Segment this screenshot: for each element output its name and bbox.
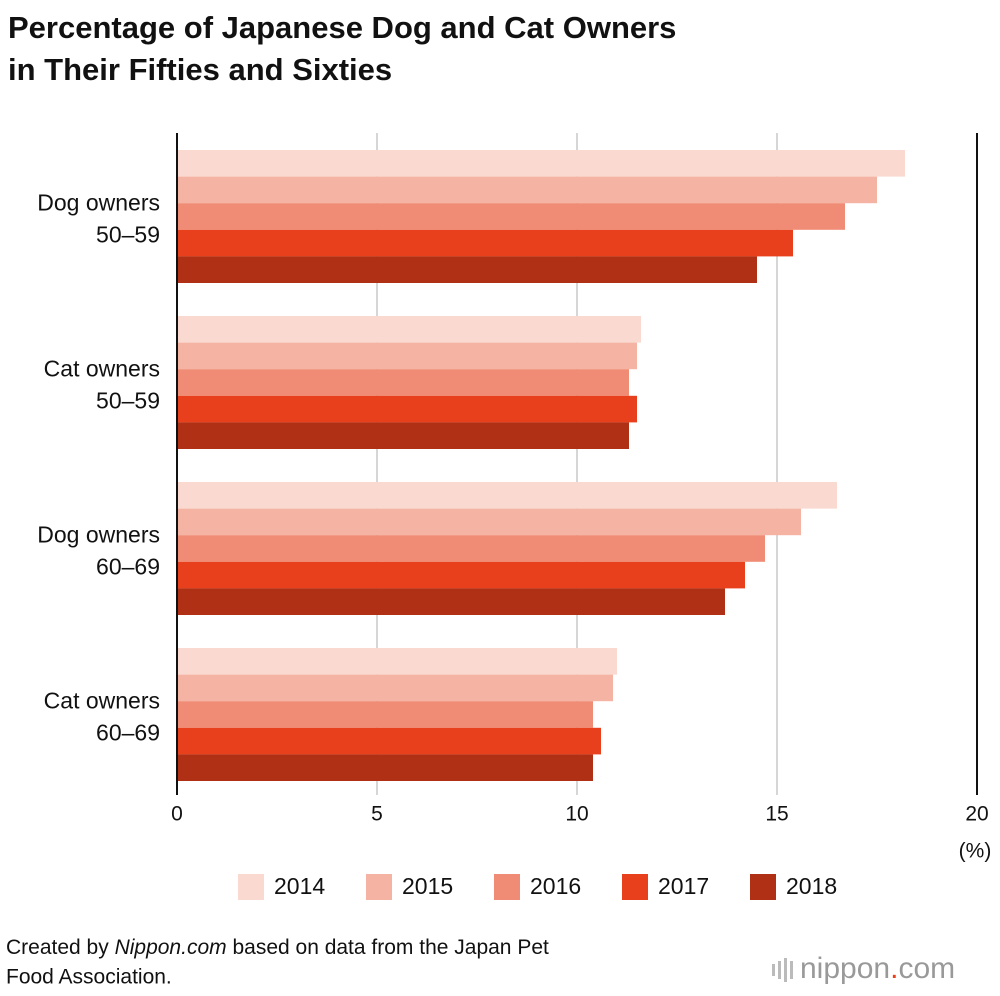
- logo: nippon.com: [772, 952, 955, 985]
- legend-swatch: [622, 874, 648, 900]
- chart-title: Percentage of Japanese Dog and Cat Owner…: [8, 10, 676, 45]
- bar: [177, 754, 593, 781]
- bar: [177, 256, 757, 283]
- legend-label: 2015: [402, 873, 453, 899]
- bar: [177, 229, 793, 257]
- logo-text: com: [898, 952, 955, 985]
- source-text: Created by: [6, 936, 115, 959]
- bar: [177, 482, 837, 509]
- bar: [177, 701, 593, 728]
- bar: [177, 674, 613, 702]
- y-tick-label: Dog owners: [37, 522, 160, 548]
- bar: [177, 727, 601, 755]
- y-tick-label: Dog owners: [37, 190, 160, 216]
- bar: [177, 203, 845, 230]
- legend-swatch: [238, 874, 264, 900]
- bar: [177, 395, 637, 423]
- logo-dot: .: [890, 952, 898, 985]
- bar: [177, 648, 617, 675]
- y-tick-label: 60–69: [96, 554, 160, 580]
- bar: [177, 561, 745, 589]
- bar: [177, 508, 801, 536]
- y-tick-label: 50–59: [96, 388, 160, 414]
- source: Food Association.: [6, 966, 172, 989]
- chart-title: in Their Fifties and Sixties: [8, 52, 392, 87]
- legend-swatch: [366, 874, 392, 900]
- legend-swatch: [750, 874, 776, 900]
- x-tick-label: 15: [765, 803, 788, 826]
- logo-mark: [778, 961, 781, 979]
- logo-text: nippon.com: [800, 952, 955, 985]
- bar: [177, 342, 637, 370]
- bar: [177, 588, 725, 615]
- source-text: based on data from the Japan Pet: [227, 936, 549, 959]
- x-tick-label: 0: [171, 803, 183, 826]
- logo-mark: [784, 958, 787, 982]
- x-unit: (%): [959, 840, 992, 863]
- y-tick-label: 50–59: [96, 222, 160, 248]
- logo-text: nippon: [800, 952, 890, 985]
- legend-label: 2017: [658, 873, 709, 899]
- x-tick-label: 20: [965, 803, 988, 826]
- logo-mark: [790, 961, 793, 979]
- source: Created by Nippon.com based on data from…: [6, 936, 549, 959]
- x-tick-label: 10: [565, 803, 588, 826]
- logo-mark: [772, 964, 775, 976]
- bar: [177, 422, 629, 449]
- legend-label: 2014: [274, 873, 325, 899]
- legend-label: 2018: [786, 873, 837, 899]
- y-tick-label: Cat owners: [44, 356, 160, 382]
- legend-swatch: [494, 874, 520, 900]
- legend-label: 2016: [530, 873, 581, 899]
- bar: [177, 369, 629, 396]
- bar: [177, 150, 905, 177]
- y-tick-label: 60–69: [96, 720, 160, 746]
- bar: [177, 316, 641, 343]
- y-tick-label: Cat owners: [44, 688, 160, 714]
- source-text: Nippon.com: [115, 936, 227, 959]
- bar: [177, 535, 765, 562]
- bar: [177, 176, 877, 204]
- x-tick-label: 5: [371, 803, 383, 826]
